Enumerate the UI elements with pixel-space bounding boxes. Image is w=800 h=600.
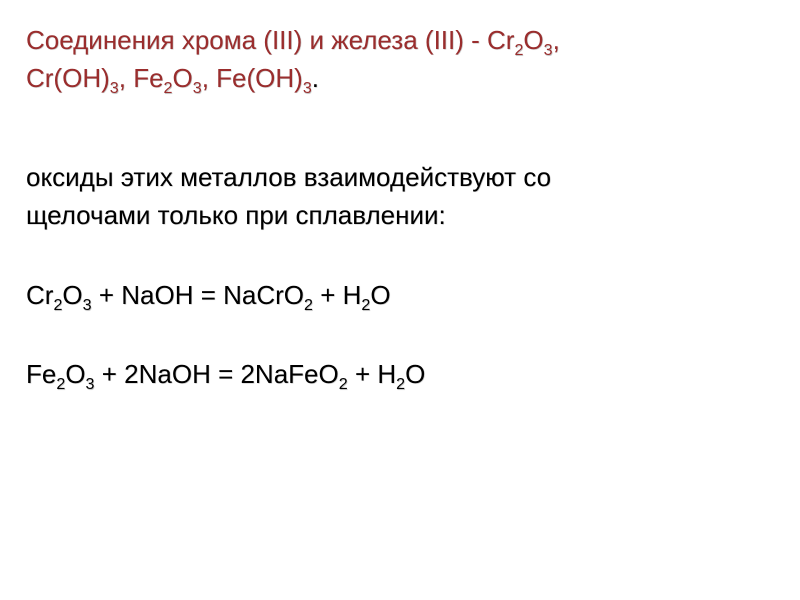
equation-1: Cr2O3 + NaOH = NaCrO2 + H2O bbox=[26, 277, 770, 315]
compound-2: Fe2O3 bbox=[133, 63, 202, 93]
paragraph-line-1: оксиды этих металлов взаимодействуют со bbox=[26, 159, 770, 197]
compound-3: Fe(OH)3 bbox=[216, 63, 312, 93]
spacer bbox=[26, 235, 770, 277]
title-sep: - bbox=[464, 25, 487, 55]
equation-2: Fe2O3 + 2NaOH = 2NaFeO2 + H2O bbox=[26, 356, 770, 394]
spacer bbox=[26, 97, 770, 159]
compound-1: Cr(OH)3 bbox=[26, 63, 119, 93]
paragraph-line-2: щелочами только при сплавлении: bbox=[26, 197, 770, 235]
slide: Соединения хрома (III) и железа (III) - … bbox=[0, 0, 800, 600]
title-line-1: Соединения хрома (III) и железа (III) - … bbox=[26, 22, 770, 60]
compound-0: Cr2O3 bbox=[487, 25, 553, 55]
title-line-2: Cr(OH)3, Fe2O3, Fe(OH)3. bbox=[26, 60, 770, 98]
title-prefix: Соединения хрома (III) и железа (III) bbox=[26, 25, 464, 55]
spacer bbox=[26, 314, 770, 356]
